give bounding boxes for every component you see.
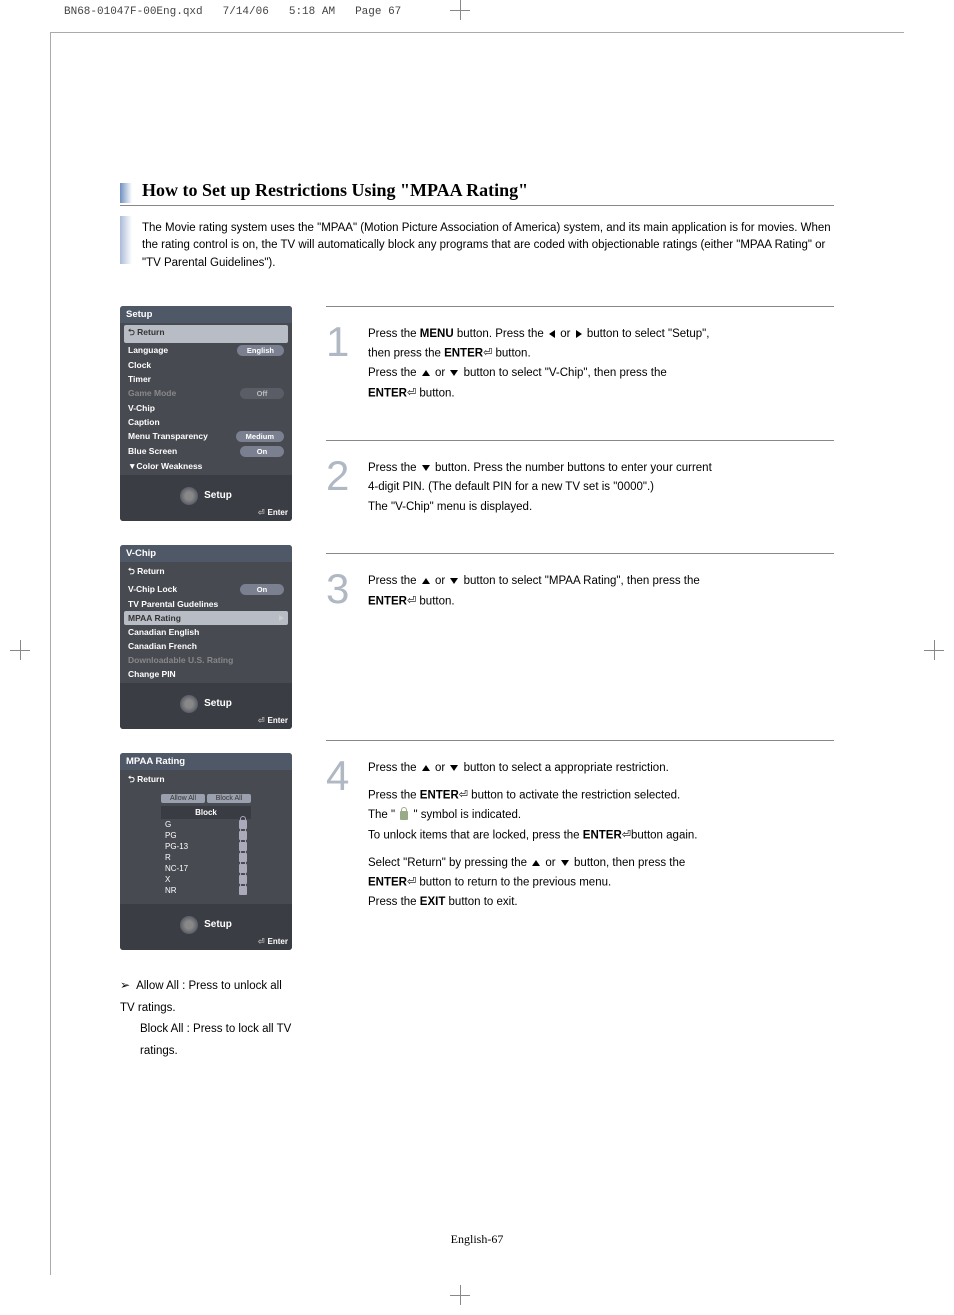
left-arrow-icon [549,330,555,338]
osd-row: Caption [124,415,288,429]
osd-row: LanguageEnglish [124,343,288,358]
note-marker-icon: ➢ [120,978,130,992]
step-number: 4 [326,759,354,921]
filename: BN68-01047F-00Eng.qxd [64,6,203,18]
intro-accent-icon [120,216,132,264]
down-arrow-icon [450,578,458,584]
rating-row: NR [161,885,251,896]
file-time: 5:18 AM [289,6,335,18]
rating-row: R [161,852,251,863]
step-4: 4 Press the or button to select a approp… [326,740,834,949]
osd-return-row: ⮌ Return [124,772,288,790]
crop-mark-icon [450,1285,470,1305]
step-number: 3 [326,572,354,619]
down-arrow-icon [422,465,430,471]
osd-row: Game ModeOff [124,386,288,401]
step-2: 2 Press the button. Press the number but… [326,440,834,554]
enter-icon: ⏎ [407,384,416,403]
gear-icon [180,695,198,713]
up-arrow-icon [422,370,430,376]
rating-row: PG-13 [161,841,251,852]
osd-title: V-Chip [120,545,292,562]
osd-mpaa-menu: MPAA Rating ⮌ Return Allow All Block All… [120,753,292,950]
osd-row: Blue ScreenOn [124,444,288,459]
osd-row: Canadian English [124,625,288,639]
steps-column: 1 Press the MENU button. Press the or bu… [326,306,834,1063]
rating-row: NC-17 [161,863,251,874]
osd-row: Clock [124,358,288,372]
up-arrow-icon [532,860,540,866]
right-arrow-icon [576,330,582,338]
lock-icon [239,886,247,895]
down-arrow-icon [561,860,569,866]
page-content: How to Set up Restrictions Using "MPAA R… [120,180,834,1063]
crop-mark-icon [450,0,470,20]
enter-icon: ⏎ [407,592,416,611]
down-arrow-icon [450,370,458,376]
step-3: 3 Press the or button to select "MPAA Ra… [326,553,834,739]
title-bar: How to Set up Restrictions Using "MPAA R… [120,180,834,206]
osd-row: Change PIN [124,667,288,681]
enter-icon: ⏎ [459,786,468,805]
notes: ➢Allow All : Press to unlock all TV rati… [120,974,292,1063]
step-number: 1 [326,325,354,412]
osd-return-row: ⮌ Return [124,564,288,582]
rating-row: X [161,874,251,885]
osd-row-highlighted: MPAA Rating [124,611,288,625]
gear-icon [180,487,198,505]
title-accent-icon [120,183,132,203]
lock-icon [400,811,408,820]
crop-mark-icon [10,640,30,660]
osd-return-row: ⮌ Return [124,325,288,343]
file-header: BN68-01047F-00Eng.qxd 7/14/06 5:18 AM Pa… [64,6,401,18]
osd-title: MPAA Rating [120,753,292,770]
osd-title: Setup [120,306,292,323]
crop-mark-icon [924,640,944,660]
osd-row: Menu TransparencyMedium [124,429,288,444]
enter-icon: ⏎ [407,873,416,892]
osd-row: ▼Color Weakness [124,459,288,473]
enter-icon: ⏎ [483,344,492,363]
osd-row: Downloadable U.S. Rating [124,653,288,667]
osd-setup-menu: Setup ⮌ Return LanguageEnglish Clock Tim… [120,306,292,521]
allow-all-button: Allow All [161,794,205,803]
rating-row: G [161,819,251,830]
page-footer: English-67 [0,1232,954,1247]
block-all-button: Block All [207,794,251,803]
step-number: 2 [326,459,354,526]
gear-icon [180,916,198,934]
osd-row: Timer [124,372,288,386]
file-date: 7/14/06 [223,6,269,18]
osd-row: V-Chip [124,401,288,415]
intro-text: The Movie rating system uses the "MPAA" … [142,220,834,272]
rating-row: PG [161,830,251,841]
page-title: How to Set up Restrictions Using "MPAA R… [142,180,528,205]
up-arrow-icon [422,765,430,771]
osd-row: Canadian French [124,639,288,653]
block-header: Block [161,806,251,819]
down-arrow-icon [450,765,458,771]
enter-icon: ⏎ [622,826,631,845]
osd-row: V-Chip LockOn [124,582,288,597]
osd-vchip-menu: V-Chip ⮌ Return V-Chip LockOn TV Parenta… [120,545,292,729]
step-1: 1 Press the MENU button. Press the or bu… [326,306,834,440]
osd-row: TV Parental Gudelines [124,597,288,611]
up-arrow-icon [422,578,430,584]
screenshots-column: Setup ⮌ Return LanguageEnglish Clock Tim… [120,306,292,1063]
